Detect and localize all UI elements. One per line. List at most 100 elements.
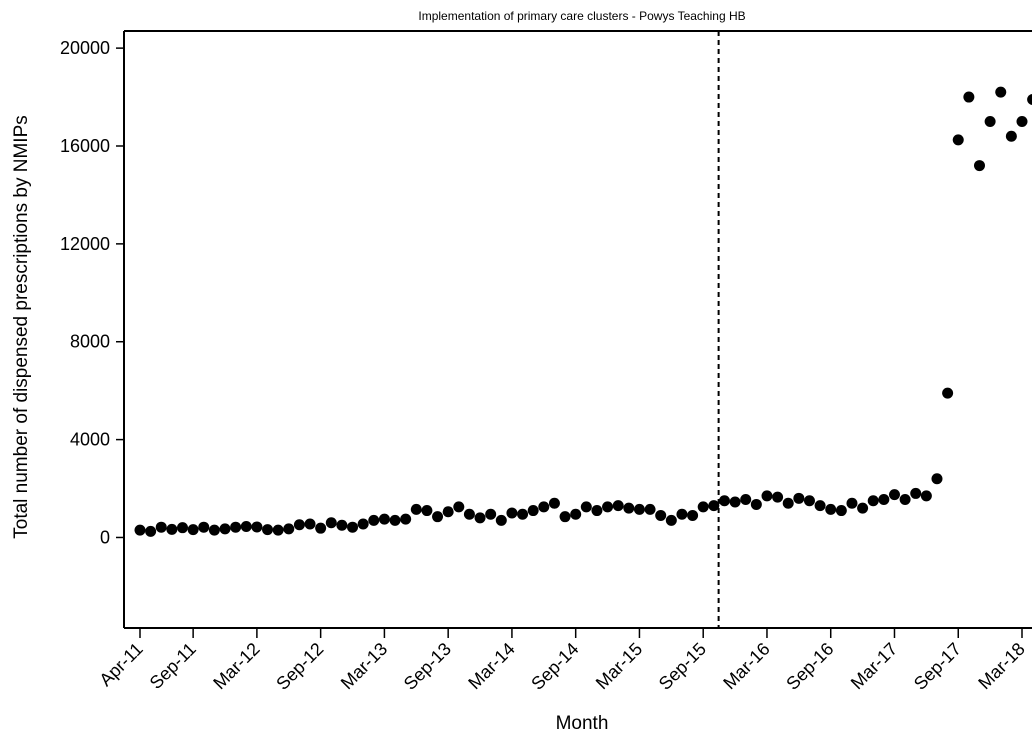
data-point	[570, 508, 582, 520]
data-point	[761, 490, 773, 502]
data-point	[293, 519, 305, 531]
data-point	[835, 505, 847, 517]
data-point	[315, 522, 327, 534]
data-point	[208, 524, 220, 536]
data-point	[952, 134, 964, 146]
data-point	[825, 503, 837, 515]
x-tick-label: Mar-14	[464, 639, 518, 693]
data-point	[421, 505, 433, 517]
data-point	[527, 505, 539, 517]
data-point	[1005, 130, 1017, 142]
data-point	[272, 524, 284, 536]
x-tick-label: Sep-15	[655, 639, 710, 694]
data-point	[782, 497, 794, 509]
data-point	[155, 521, 167, 533]
data-points	[134, 86, 1032, 537]
x-tick-label: Mar-15	[592, 639, 646, 693]
y-tick-label: 4000	[70, 430, 110, 450]
data-point	[187, 524, 199, 536]
data-point	[357, 518, 369, 530]
data-point	[304, 518, 316, 530]
y-tick-label: 12000	[60, 234, 110, 254]
data-point	[134, 524, 146, 536]
data-point	[145, 525, 157, 537]
data-point	[283, 523, 295, 535]
data-point	[548, 497, 560, 509]
data-point	[899, 494, 911, 506]
data-point	[910, 487, 922, 499]
data-point	[219, 523, 231, 535]
x-tick-label: Sep-11	[146, 639, 200, 693]
data-point	[559, 511, 571, 523]
x-axis-label: Month	[556, 713, 609, 734]
x-tick-label: Apr-11	[95, 639, 146, 690]
data-point	[251, 521, 263, 533]
data-point	[697, 501, 709, 513]
data-point	[230, 521, 242, 533]
x-tick-label: Mar-18	[974, 639, 1028, 693]
data-point	[963, 91, 975, 103]
x-tick-label: Mar-16	[719, 639, 773, 693]
data-point	[803, 495, 815, 507]
data-point	[410, 503, 422, 515]
data-point	[984, 116, 996, 128]
x-tick-label: Sep-17	[910, 639, 965, 694]
data-point	[708, 500, 720, 512]
data-point	[506, 507, 518, 519]
x-tick-label: Mar-12	[209, 639, 263, 693]
data-point	[400, 513, 412, 525]
data-point	[888, 489, 900, 501]
data-point	[166, 523, 178, 535]
data-point	[995, 86, 1007, 98]
data-point	[580, 501, 592, 513]
data-point	[485, 508, 497, 520]
x-tick-label: Sep-14	[527, 639, 582, 694]
data-point	[325, 517, 337, 529]
data-point	[867, 495, 879, 507]
data-point	[729, 496, 741, 508]
data-point	[378, 513, 390, 525]
data-point	[623, 502, 635, 514]
data-point	[644, 503, 656, 515]
y-axis-label: Total number of dispensed prescriptions …	[11, 115, 32, 538]
data-point	[453, 501, 465, 513]
data-point	[973, 160, 985, 172]
y-tick-label: 16000	[60, 136, 110, 156]
data-point	[368, 514, 380, 526]
data-point	[240, 520, 252, 532]
y-axis-ticks: 0 4000 8000 12000 16000 20000	[60, 38, 124, 547]
data-point	[793, 492, 805, 504]
data-point	[687, 509, 699, 521]
x-tick-label: Sep-13	[400, 639, 455, 694]
chart-title: Implementation of primary care clusters …	[418, 9, 745, 23]
data-point	[665, 514, 677, 526]
x-tick-label: Mar-17	[847, 639, 901, 693]
data-point	[772, 491, 784, 503]
data-point	[750, 498, 762, 510]
data-point	[718, 495, 730, 507]
data-point	[1016, 116, 1028, 128]
x-tick-label: Sep-16	[782, 639, 837, 694]
data-point	[740, 494, 752, 506]
data-point	[676, 508, 688, 520]
x-tick-label: Sep-12	[272, 639, 327, 694]
data-point	[198, 521, 210, 533]
data-point	[495, 514, 507, 526]
data-point	[517, 508, 529, 520]
data-point	[857, 502, 869, 514]
data-point	[602, 501, 614, 513]
data-point	[177, 522, 189, 534]
data-point	[442, 506, 454, 518]
data-point	[1027, 94, 1032, 105]
data-point	[633, 503, 645, 515]
data-point	[474, 512, 486, 524]
data-point	[878, 494, 890, 506]
data-point	[389, 514, 401, 526]
data-point	[262, 524, 274, 536]
y-tick-label: 8000	[70, 332, 110, 352]
data-point	[347, 521, 359, 533]
data-point	[920, 490, 932, 502]
data-point	[591, 505, 603, 517]
data-point	[463, 508, 475, 520]
